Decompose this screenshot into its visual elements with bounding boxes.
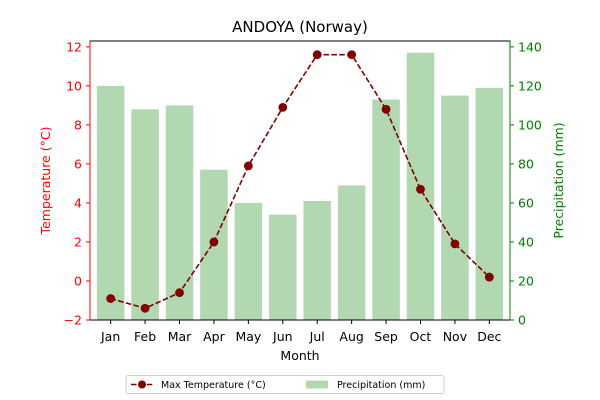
precipitation-bar <box>131 109 159 320</box>
temperature-point <box>175 288 184 298</box>
right-tick-label: 140 <box>518 39 542 54</box>
precipitation-bars <box>96 52 504 321</box>
precipitation-bar <box>303 200 331 320</box>
legend-precipitation-label: Precipitation (mm) <box>337 380 425 391</box>
temperature-point <box>484 272 494 282</box>
precipitation-bar <box>475 87 504 320</box>
precipitation-bar <box>441 95 469 320</box>
precipitation-bar <box>96 85 125 321</box>
x-tick-label: Oct <box>410 329 432 344</box>
temperature-series-line <box>110 53 490 310</box>
right-axis-label: Precipitation (mm) <box>551 122 566 238</box>
temperature-point <box>347 50 357 60</box>
left-tick-label: −2 <box>64 313 82 328</box>
left-tick-label: 0 <box>74 273 82 288</box>
temperature-line <box>106 50 494 313</box>
precipitation-bar <box>234 202 263 320</box>
chart-title: ANDOYA (Norway) <box>232 18 368 36</box>
temperature-point <box>106 294 116 303</box>
left-tick-label: 2 <box>74 234 82 249</box>
x-axis-label: Month <box>280 348 319 363</box>
temperature-point <box>140 303 150 313</box>
right-tick-label: 0 <box>518 313 526 328</box>
temperature-point <box>381 104 391 114</box>
right-tick-label: 80 <box>518 156 534 171</box>
precipitation-bar <box>337 185 366 320</box>
right-tick-label: 40 <box>518 234 534 249</box>
legend: Max Temperature (°C) Precipitation (mm) <box>125 375 445 394</box>
precipitation-bar <box>372 99 400 320</box>
temperature-point <box>416 184 425 194</box>
left-tick-label: 10 <box>66 78 82 93</box>
left-tick-label: 4 <box>74 195 82 210</box>
temperature-point <box>278 102 288 112</box>
x-tick-label: Dec <box>477 329 501 344</box>
x-tick-label: Jun <box>272 329 293 344</box>
x-tick-label: Apr <box>203 329 225 344</box>
right-tick-label: 100 <box>518 117 542 132</box>
right-tick-label: 120 <box>518 78 542 93</box>
x-tick-label: Jan <box>100 329 120 344</box>
temperature-point <box>209 237 219 247</box>
x-tick-label: Feb <box>134 329 156 344</box>
legend-precipitation-swatch-icon <box>306 380 328 389</box>
left-axis-label: Temperature (°C) <box>38 127 53 236</box>
x-tick-label: Aug <box>339 329 363 344</box>
right-tick-label: 20 <box>518 273 534 288</box>
precipitation-bar <box>165 105 194 320</box>
right-tick-label: 60 <box>518 195 534 210</box>
temperature-point <box>312 50 322 60</box>
precipitation-bar <box>269 214 297 320</box>
temperature-point <box>450 239 460 249</box>
legend-box <box>125 375 445 394</box>
x-tick-label: May <box>235 329 261 344</box>
x-tick-label: Sep <box>374 329 398 344</box>
legend-temperature-label: Max Temperature (°C) <box>161 380 266 391</box>
temperature-point <box>243 161 253 171</box>
x-tick-label: Jul <box>309 329 325 344</box>
left-tick-label: 12 <box>66 39 82 54</box>
left-tick-label: 6 <box>74 156 82 171</box>
legend-temperature-marker-icon <box>138 380 146 389</box>
x-tick-label: Mar <box>168 329 192 344</box>
left-tick-label: 8 <box>74 117 82 132</box>
x-tick-label: Nov <box>443 329 468 344</box>
